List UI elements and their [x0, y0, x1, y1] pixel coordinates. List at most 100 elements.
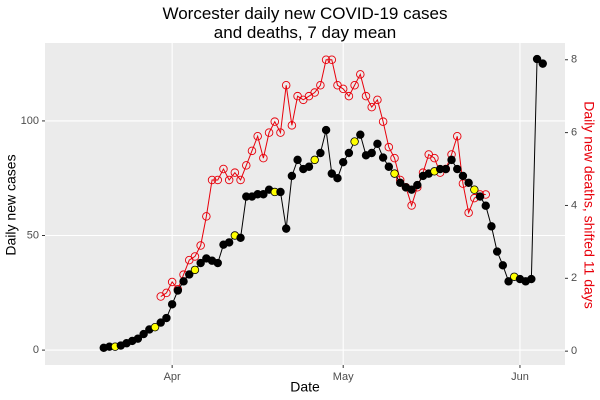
data-point	[487, 222, 496, 231]
data-point	[167, 300, 177, 309]
y2-tick-label: 8	[571, 54, 577, 66]
data-point	[259, 153, 268, 163]
x-axis-title: Date	[290, 379, 320, 395]
y-axis-title: Daily new cases	[3, 154, 19, 255]
data-point	[202, 212, 211, 221]
data-point	[264, 128, 274, 137]
data-point	[224, 175, 234, 185]
data-point	[373, 139, 382, 149]
data-point	[321, 55, 331, 65]
data-point	[150, 322, 160, 332]
data-point	[367, 148, 376, 158]
data-point	[196, 258, 205, 268]
data-point	[276, 128, 285, 137]
data-point	[310, 155, 319, 165]
data-point	[453, 164, 462, 174]
data-point	[481, 201, 490, 210]
data-point	[413, 180, 422, 190]
data-point	[373, 95, 382, 105]
data-point	[407, 201, 416, 210]
data-point	[304, 162, 314, 171]
data-point	[247, 146, 257, 156]
data-point	[190, 252, 200, 261]
data-point	[492, 247, 502, 256]
data-point	[464, 178, 473, 188]
data-point	[316, 148, 325, 158]
data-point	[139, 329, 148, 339]
data-point	[390, 169, 399, 178]
data-point	[287, 171, 297, 181]
y2-axis-title: Daily new deaths, shifted 11 days	[581, 101, 597, 309]
data-point	[310, 88, 319, 97]
x-tick-label: May	[333, 371, 354, 383]
y2-tick-label: 0	[571, 345, 577, 357]
data-point	[213, 258, 222, 268]
data-point	[464, 208, 473, 217]
data-point	[179, 277, 188, 286]
data-point	[281, 224, 291, 233]
data-point	[350, 81, 359, 90]
data-point	[219, 164, 228, 174]
data-point	[356, 70, 365, 79]
data-point	[236, 175, 245, 185]
data-point	[190, 265, 200, 275]
data-point	[378, 153, 388, 162]
y-tick-label: 0	[33, 344, 39, 356]
data-point	[213, 175, 223, 185]
data-point	[384, 162, 394, 171]
data-point	[390, 153, 399, 163]
data-point	[430, 153, 439, 163]
y2-tick-label: 6	[571, 127, 577, 139]
x-tick-label: Jun	[511, 371, 529, 383]
data-point	[344, 91, 354, 101]
data-point	[173, 286, 183, 295]
data-point	[287, 121, 297, 130]
data-point	[498, 261, 508, 270]
data-point	[338, 84, 348, 94]
data-point	[196, 241, 205, 250]
data-point	[396, 178, 405, 188]
data-point	[281, 81, 291, 90]
data-point	[407, 185, 416, 194]
data-point	[344, 148, 354, 158]
data-point	[532, 54, 542, 64]
data-point	[367, 102, 376, 112]
data-point	[224, 238, 234, 247]
data-point	[162, 288, 171, 298]
data-point	[316, 81, 325, 90]
data-point	[504, 277, 513, 286]
data-point	[321, 125, 331, 135]
chart-title: Worcester daily new COVID-19 cases and d…	[162, 4, 448, 42]
data-point	[527, 274, 536, 284]
data-point	[441, 164, 451, 174]
data-point	[259, 190, 268, 199]
series-line	[160, 59, 486, 297]
data-point	[253, 131, 262, 141]
data-point	[156, 318, 165, 327]
data-point	[470, 185, 479, 194]
data-point	[185, 270, 194, 279]
data-point	[378, 117, 388, 126]
y-tick-label: 50	[27, 229, 39, 241]
x-tick-label: Apr	[164, 371, 181, 383]
data-point	[356, 130, 365, 139]
data-point	[538, 59, 547, 68]
y-tick-label: 100	[21, 115, 39, 127]
data-point	[447, 155, 456, 165]
data-point	[327, 169, 336, 178]
data-point	[276, 187, 285, 197]
data-point	[133, 334, 143, 343]
data-point	[339, 157, 348, 167]
data-point	[475, 192, 485, 201]
data-point	[333, 174, 342, 183]
data-point	[384, 142, 394, 152]
data-point	[327, 55, 337, 65]
data-point	[162, 313, 171, 323]
data-point	[207, 175, 217, 185]
data-point	[293, 155, 302, 165]
data-point	[230, 168, 240, 177]
data-point	[242, 161, 251, 170]
y2-tick-label: 4	[571, 199, 577, 211]
